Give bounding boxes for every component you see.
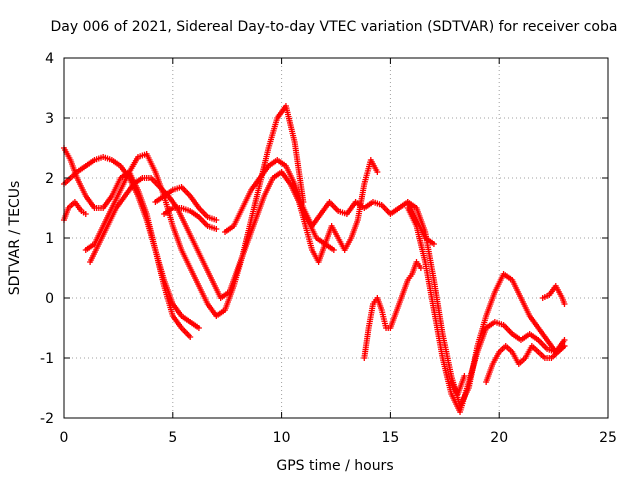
- data-point: [561, 337, 568, 343]
- data-point: [374, 169, 381, 175]
- x-tick-label: 0: [60, 430, 69, 446]
- data-series: [152, 184, 220, 223]
- data-point: [213, 217, 220, 223]
- data-series: [87, 169, 337, 301]
- x-tick-label: 20: [490, 430, 508, 446]
- data-point: [461, 373, 468, 379]
- y-tick-label: -1: [40, 351, 54, 367]
- data-series: [404, 205, 568, 415]
- data-series: [61, 199, 89, 223]
- chart-title: Day 006 of 2021, Sidereal Day-to-day VTE…: [51, 19, 618, 35]
- data-point: [330, 247, 337, 253]
- x-tick-label: 15: [381, 430, 399, 446]
- data-point: [430, 241, 437, 247]
- data-series: [448, 373, 468, 397]
- y-tick-label: 0: [45, 291, 54, 307]
- y-tick-label: -2: [40, 411, 54, 427]
- x-tick-label: 10: [273, 430, 291, 446]
- data-series: [289, 157, 381, 265]
- x-tick-label: 25: [599, 430, 617, 446]
- y-tick-label: 1: [45, 231, 54, 247]
- data-series: [361, 259, 424, 361]
- y-tick-label: 3: [45, 111, 54, 127]
- x-tick-label: 5: [168, 430, 177, 446]
- data-series: [161, 205, 220, 232]
- data-point: [82, 211, 89, 217]
- axes: 0 5 10 15 20 25 -2 -1 0 1 2 3 4: [40, 51, 617, 446]
- data-series: [483, 343, 568, 385]
- data-points: [61, 103, 568, 415]
- y-axis-label: SDTVAR / TECUs: [7, 181, 23, 296]
- data-point: [187, 334, 194, 340]
- data-point: [213, 226, 220, 232]
- data-point: [561, 301, 568, 307]
- x-axis-label: GPS time / hours: [276, 458, 393, 474]
- data-point: [417, 265, 424, 271]
- data-point: [561, 343, 568, 349]
- data-series: [539, 283, 568, 307]
- y-tick-label: 2: [45, 171, 54, 187]
- data-point: [195, 325, 202, 331]
- y-tick-label: 4: [45, 51, 54, 67]
